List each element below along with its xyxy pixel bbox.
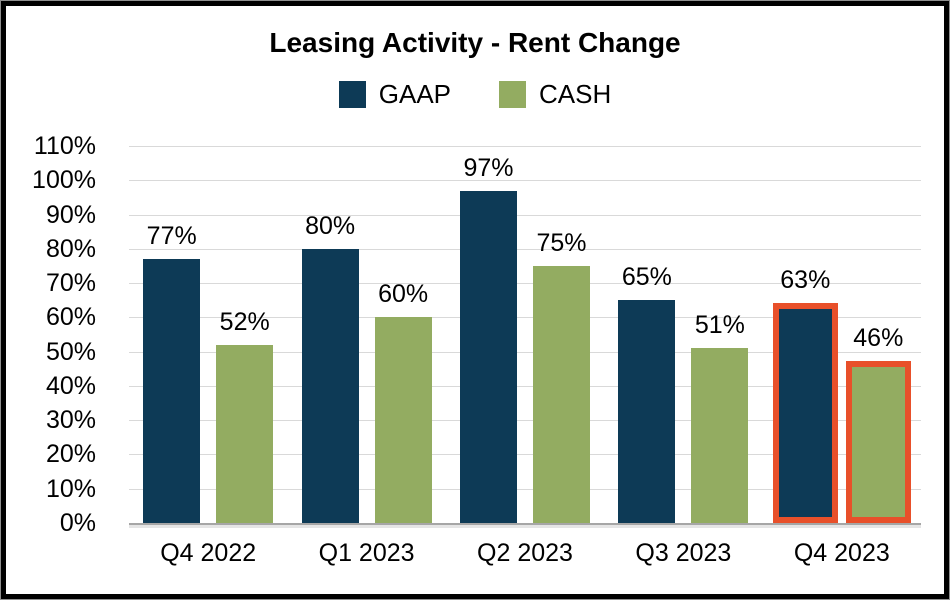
data-label-gaap-q4-2023: 63% xyxy=(780,266,831,295)
y-tick-label-80: 80% xyxy=(45,234,96,263)
y-tick-label-60: 60% xyxy=(45,303,96,332)
legend: GAAP CASH xyxy=(1,79,949,110)
gridline-70 xyxy=(129,283,921,285)
gridline-80 xyxy=(129,248,921,250)
bar-cash-q4-2023 xyxy=(845,361,911,523)
bar-gaap-q4-2023 xyxy=(772,303,838,523)
x-tick-label-q4-2022: Q4 2022 xyxy=(160,539,257,567)
gridline-90 xyxy=(129,214,921,216)
bar-cash-q3-2023 xyxy=(691,348,749,523)
y-tick-label-90: 90% xyxy=(45,200,96,229)
y-tick-label-110: 110% xyxy=(33,132,96,160)
y-tick-label-100: 100% xyxy=(32,166,96,195)
data-label-cash-q3-2023: 51% xyxy=(694,311,745,340)
data-label-gaap-q3-2023: 65% xyxy=(621,263,672,292)
gridline-110 xyxy=(129,146,921,147)
x-tick-label-q4-2023: Q4 2023 xyxy=(793,539,890,567)
y-tick-label-70: 70% xyxy=(45,269,96,298)
gridline-40 xyxy=(129,385,921,387)
plot-area: 77% 52% 80% 60% 97% 75% 65% 51% 63% 46% xyxy=(129,146,921,525)
bar-gaap-q3-2023 xyxy=(618,300,676,523)
gridline-20 xyxy=(129,454,921,456)
bar-gaap-q1-2023 xyxy=(301,248,359,523)
gridline-60 xyxy=(129,317,921,319)
x-tick-label-q2-2023: Q2 2023 xyxy=(477,539,573,567)
y-tick-label-30: 30% xyxy=(45,406,96,435)
y-tick-label-0: 0% xyxy=(59,509,96,537)
x-tick-label-q1-2023: Q1 2023 xyxy=(318,539,415,567)
data-label-cash-q2-2023: 75% xyxy=(536,228,587,257)
chart-title: Leasing Activity - Rent Change xyxy=(269,27,681,58)
bar-cash-q2-2023 xyxy=(533,265,590,523)
legend-swatch-gaap xyxy=(338,81,366,108)
bar-gaap-q2-2023 xyxy=(460,190,517,523)
y-tick-label-50: 50% xyxy=(45,337,96,366)
gridline-50 xyxy=(129,351,921,353)
y-tick-label-10: 10% xyxy=(45,474,96,503)
gridline-30 xyxy=(129,420,921,422)
data-label-gaap-q4-2022: 77% xyxy=(146,222,197,251)
legend-label-gaap: GAAP xyxy=(378,79,451,109)
y-tick-label-20: 20% xyxy=(45,440,96,469)
gridline-100 xyxy=(129,180,921,182)
data-label-gaap-q2-2023: 97% xyxy=(463,153,514,182)
y-axis-tick-labels: 0% 10% 20% 30% 40% 50% 60% 70% 80% 90% 100% 110% xyxy=(1,1,96,599)
legend-label-cash: CASH xyxy=(539,79,612,109)
gridline-10 xyxy=(129,488,921,490)
data-label-cash-q4-2023: 46% xyxy=(853,324,904,353)
data-label-cash-q4-2022: 52% xyxy=(219,307,270,336)
y-tick-label-40: 40% xyxy=(45,371,96,400)
bar-cash-q4-2022 xyxy=(216,344,274,523)
x-tick-label-q3-2023: Q3 2023 xyxy=(635,539,732,567)
bar-cash-q1-2023 xyxy=(374,317,432,523)
data-label-gaap-q1-2023: 80% xyxy=(305,211,356,240)
data-label-cash-q1-2023: 60% xyxy=(378,280,429,309)
legend-item-cash: CASH xyxy=(499,79,611,110)
bar-gaap-q4-2022 xyxy=(143,259,201,523)
legend-swatch-cash xyxy=(499,81,526,108)
legend-item-gaap: GAAP xyxy=(338,79,451,110)
